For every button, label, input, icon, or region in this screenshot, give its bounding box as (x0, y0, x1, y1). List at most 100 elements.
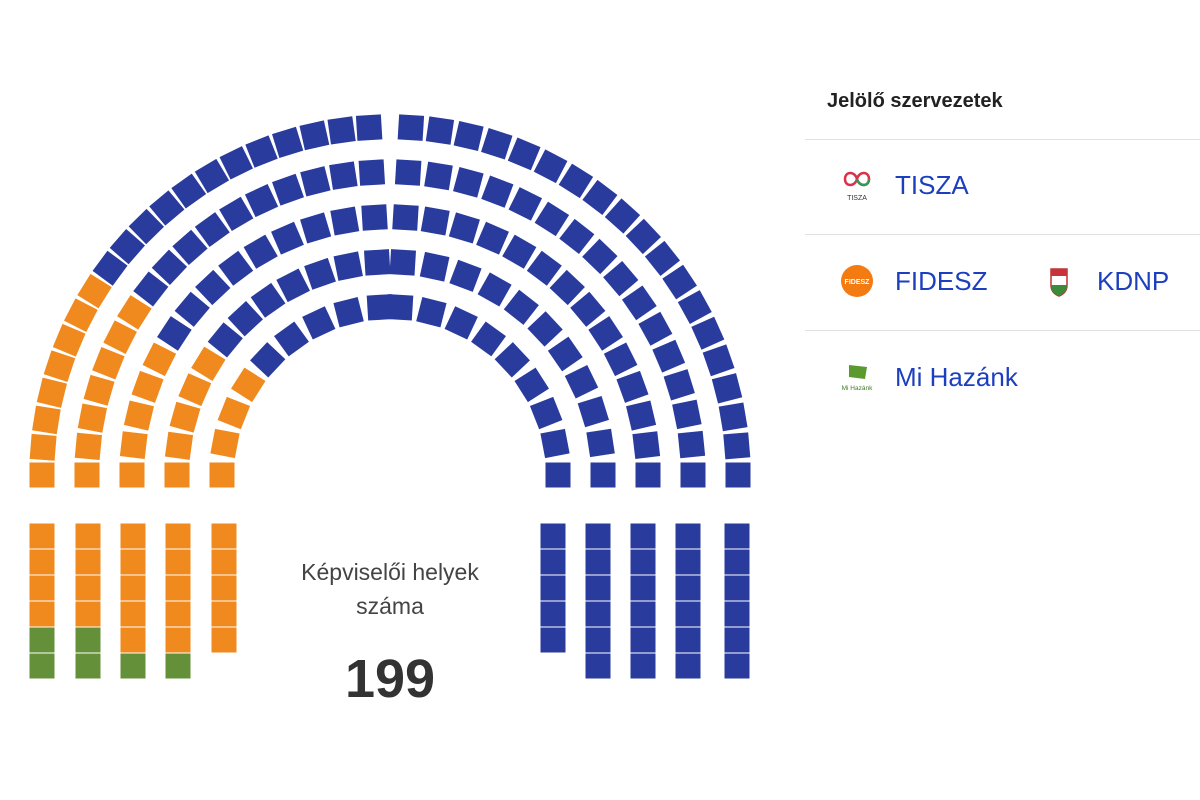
seat-mi-hazank (75, 627, 101, 653)
seat-tisza (302, 306, 336, 340)
seat-tisza (419, 251, 450, 282)
seat-tisza (675, 653, 701, 679)
seat-fidesz-kdnp (164, 431, 194, 460)
seat-tisza (638, 311, 673, 346)
seat-tisza (540, 523, 566, 549)
seat-tisza (662, 264, 697, 300)
kdnp-logo-icon (1039, 263, 1079, 299)
seat-tisza (389, 249, 416, 276)
seat-tisza (604, 198, 641, 234)
seat-tisza (271, 221, 304, 255)
seat-fidesz-kdnp (75, 575, 101, 601)
seat-tisza (151, 249, 188, 285)
seat-tisza (508, 187, 543, 221)
seat-tisza (243, 234, 278, 269)
seat-tisza (725, 462, 751, 488)
seat-tisza (299, 120, 330, 151)
seat-tisza (529, 396, 563, 430)
seat-tisza (424, 161, 453, 191)
legend-label: TISZA (895, 169, 969, 200)
seat-fidesz-kdnp (142, 342, 177, 377)
seat-tisza (564, 365, 599, 399)
seat-fidesz-kdnp (123, 400, 154, 431)
legend-label: FIDESZ (895, 265, 988, 296)
seat-tisza (559, 218, 595, 254)
seat-fidesz-kdnp (165, 523, 191, 549)
seat-tisza (724, 601, 750, 627)
seat-fidesz-kdnp (120, 627, 146, 653)
legend-entry-fidesz[interactable]: FIDESZ FIDESZ (837, 263, 987, 299)
seat-tisza (526, 250, 562, 286)
seat-tisza (207, 322, 243, 358)
seat-tisza (448, 212, 480, 244)
legend-title: Jelölő szervezetek (827, 90, 1003, 112)
seat-tisza (503, 289, 539, 325)
seat-tisza (481, 175, 514, 208)
seat-tisza (416, 296, 447, 328)
seat-fidesz-kdnp (43, 350, 76, 382)
seat-fidesz-kdnp (29, 433, 57, 461)
seat-tisza (425, 116, 455, 145)
seat-fidesz-kdnp (64, 298, 98, 333)
seat-tisza (630, 549, 656, 575)
seat-mi-hazank (75, 653, 101, 679)
legend-label: Mi Hazánk (895, 361, 1018, 392)
seat-tisza (304, 257, 336, 290)
seat-tisza (711, 373, 743, 404)
seat-tisza (540, 549, 566, 575)
seat-tisza (603, 342, 638, 377)
seat-fidesz-kdnp (29, 523, 55, 549)
seat-tisza (361, 204, 388, 231)
seat-fidesz-kdnp (29, 601, 55, 627)
seat-tisza (585, 575, 611, 601)
seat-tisza (724, 523, 750, 549)
legend-entry-tisza[interactable]: TISZA TISZA (837, 167, 969, 203)
seat-fidesz-kdnp (119, 431, 148, 459)
seat-tisza (588, 316, 623, 351)
seat-tisza (644, 240, 681, 277)
tisza-logo-icon: TISZA (837, 167, 877, 203)
seat-tisza (394, 159, 422, 186)
legend-entry-mi-hazank[interactable]: Mi Hazánk Mi Hazánk (837, 359, 1018, 395)
seat-tisza (364, 249, 391, 276)
seat-tisza (540, 601, 566, 627)
seat-tisza (276, 268, 310, 303)
seat-tisza (227, 301, 263, 337)
seat-tisza (616, 370, 649, 403)
seat-tisza (333, 296, 364, 328)
seat-tisza (219, 196, 254, 232)
seat-tisza (724, 627, 750, 653)
seat-fidesz-kdnp (178, 373, 212, 407)
seat-fidesz-kdnp (92, 347, 125, 380)
seat-tisza (502, 234, 537, 269)
seat-tisza (453, 120, 484, 151)
seat-fidesz-kdnp (120, 523, 146, 549)
seat-tisza (157, 316, 192, 351)
seat-tisza (558, 163, 594, 199)
seat-tisza (675, 627, 701, 653)
seat-mi-hazank (120, 653, 146, 679)
seat-tisza (250, 282, 286, 318)
seat-tisza (545, 462, 571, 488)
seat-tisza (652, 339, 686, 373)
seat-tisza (300, 212, 332, 244)
seat-tisza (585, 653, 611, 679)
parliament-chart (29, 114, 751, 679)
seat-tisza (675, 523, 701, 549)
seat-tisza (420, 206, 450, 236)
seat-tisza (675, 601, 701, 627)
legend-entry-kdnp[interactable]: KDNP (1039, 263, 1169, 299)
seat-tisza (218, 250, 254, 286)
seat-fidesz-kdnp (29, 549, 55, 575)
seat-fidesz-kdnp (74, 462, 100, 488)
seat-fidesz-kdnp (165, 627, 191, 653)
seat-tisza (680, 462, 706, 488)
seat-tisza (149, 190, 185, 226)
seat-fidesz-kdnp (74, 432, 102, 461)
seat-fidesz-kdnp (75, 523, 101, 549)
seat-fidesz-kdnp (29, 575, 55, 601)
seat-tisza (632, 431, 661, 459)
seat-fidesz-kdnp (211, 627, 237, 653)
seat-tisza (109, 229, 146, 265)
seat-tisza (172, 229, 208, 266)
